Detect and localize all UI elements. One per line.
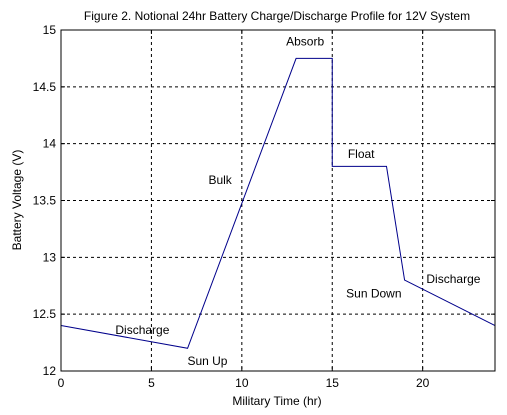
- y-axis-label: Battery Voltage (V): [10, 150, 24, 251]
- y-tick-label: 15: [43, 23, 57, 37]
- x-tick-label: 15: [326, 376, 340, 390]
- annotations: Absorb Float Bulk Discharge Sun Up Sun Down Di…: [115, 34, 480, 367]
- y-tick-label: 14: [43, 137, 57, 151]
- x-tick-label: 20: [416, 376, 430, 390]
- x-tick-label: 5: [148, 376, 155, 390]
- y-tick-label: 13.5: [33, 194, 57, 208]
- annotation-discharge: Discharge: [426, 272, 480, 286]
- y-tick-label: 12.5: [33, 307, 57, 321]
- annotation-bulk: Bulk: [208, 173, 232, 187]
- series-line-voltage: [60, 57, 496, 349]
- y-tick-label: 12: [43, 364, 57, 378]
- y-tick-label: 14.5: [33, 80, 57, 94]
- y-tick-label: 13: [43, 250, 57, 264]
- series-layer: [60, 57, 496, 349]
- x-tick-label: 10: [235, 376, 249, 390]
- annotation-absorb: Absorb: [286, 34, 324, 48]
- annotation-discharge: Discharge: [115, 323, 169, 337]
- annotation-float: Float: [348, 147, 375, 161]
- x-tick-label: 0: [58, 376, 65, 390]
- ticks: 0 5 10 15 20 12 12.5 13 13.5 14 14.5 15: [33, 23, 495, 390]
- chart-title: Figure 2. Notional 24hr Battery Charge/D…: [84, 9, 470, 23]
- annotation-sun-down: Sun Down: [346, 287, 401, 301]
- annotation-sun-up: Sun Up: [187, 354, 227, 368]
- x-axis-label: Military Time (hr): [232, 394, 321, 408]
